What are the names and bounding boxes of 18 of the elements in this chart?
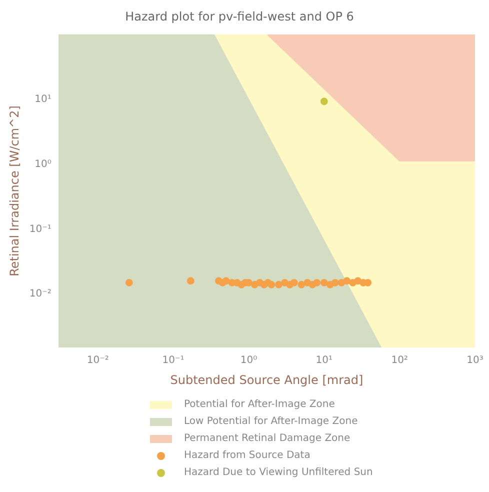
x-tick-label: 10¹ bbox=[316, 355, 333, 366]
y-tick-label: 10¹ bbox=[34, 94, 52, 105]
legend-label: Hazard Due to Viewing Unfiltered Sun bbox=[184, 467, 373, 478]
x-tick-label: 10⁻¹ bbox=[162, 355, 184, 366]
y-tick-label: 10⁰ bbox=[34, 158, 52, 170]
x-tick-label: 10⁰ bbox=[240, 355, 258, 366]
chart-title: Hazard plot for pv-field-west and OP 6 bbox=[125, 9, 354, 24]
legend-label: Low Potential for After-Image Zone bbox=[184, 416, 358, 427]
legend-label: Hazard from Source Data bbox=[184, 450, 310, 461]
legend-label: Permanent Retinal Damage Zone bbox=[184, 433, 350, 444]
x-tick-label: 10³ bbox=[466, 355, 484, 366]
y-axis-title: Retinal Irradiance [W/cm^2] bbox=[7, 106, 22, 276]
x-tick-label: 10² bbox=[391, 355, 408, 366]
y-tick-label: 10⁻¹ bbox=[29, 224, 52, 235]
x-axis-title: Subtended Source Angle [mrad] bbox=[170, 372, 364, 387]
y-tick-label: 10⁻² bbox=[29, 288, 52, 300]
x-tick-label: 10⁻² bbox=[86, 355, 109, 366]
legend-label: Potential for After-Image Zone bbox=[184, 399, 335, 410]
